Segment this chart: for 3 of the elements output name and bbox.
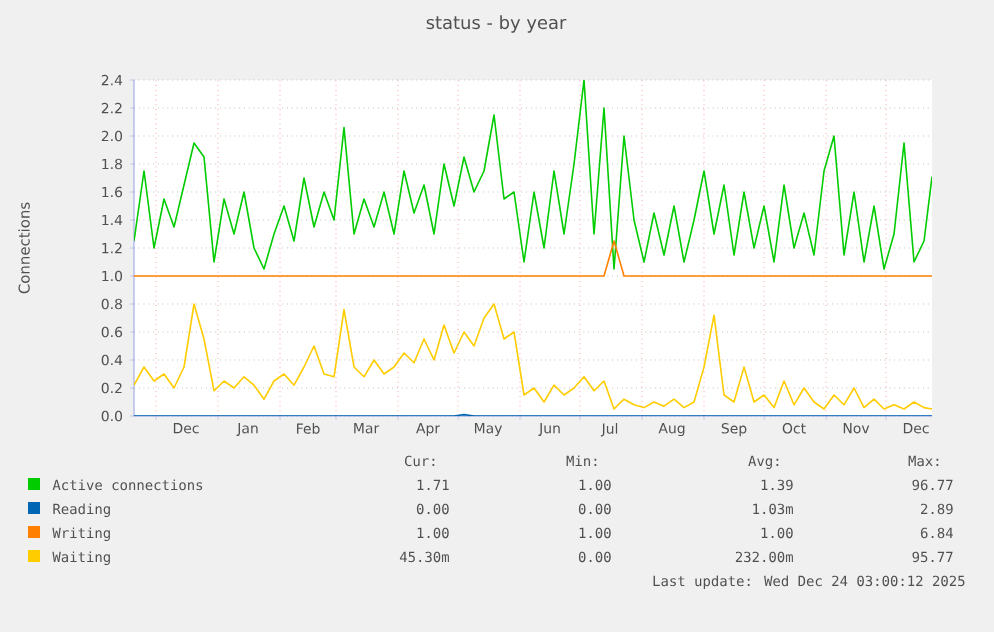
line-series	[134, 79, 933, 270]
line-series	[134, 303, 933, 410]
chart-title: status - by year	[426, 15, 567, 33]
